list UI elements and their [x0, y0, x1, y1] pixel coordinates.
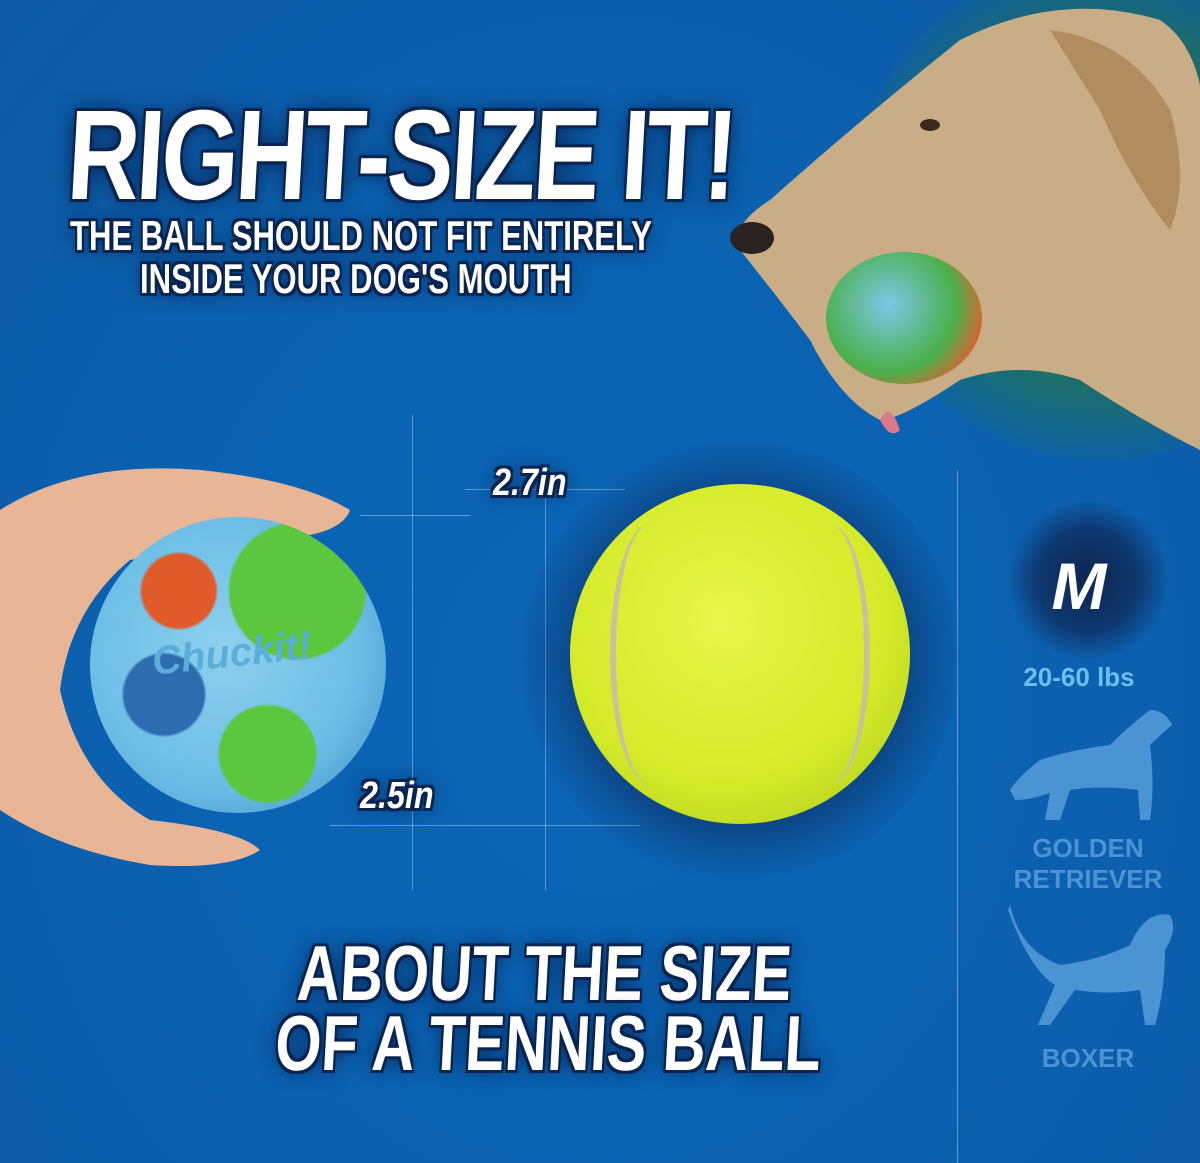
headline-title: RIGHT-SIZE IT!	[64, 84, 739, 227]
headline-subtitle-2: INSIDE YOUR DOG'S MOUTH	[140, 255, 572, 302]
size-badge: M	[1051, 549, 1107, 623]
dog-photo	[700, 0, 1200, 470]
chuckit-ball	[90, 517, 386, 813]
breed-label-boxer: BOXER	[1041, 1043, 1135, 1073]
size-badge-glow	[1008, 500, 1168, 660]
boxer-silhouette-icon	[1008, 905, 1174, 1025]
tennis-ball	[570, 484, 910, 824]
guide-line	[465, 489, 625, 490]
golden-retriever-silhouette-icon	[1010, 710, 1172, 820]
chuckit-ball-size-label: 2.5in	[360, 775, 434, 817]
tennis-ball-size-label: 2.7in	[493, 462, 567, 504]
footer-line-2: OF A TENNIS BALL	[273, 999, 824, 1087]
guide-line	[360, 515, 470, 516]
breed-label-golden-retriever: GOLDEN RETRIEVER	[1013, 833, 1163, 894]
weight-range: 20-60 lbs	[1023, 662, 1135, 692]
chuckit-ball-in-mouth	[826, 252, 982, 384]
guide-line	[412, 415, 413, 890]
guide-line	[330, 825, 640, 826]
headline-subtitle-1: THE BALL SHOULD NOT FIT ENTIRELY	[70, 212, 652, 259]
hand	[0, 468, 350, 866]
panel-divider	[957, 470, 958, 1163]
